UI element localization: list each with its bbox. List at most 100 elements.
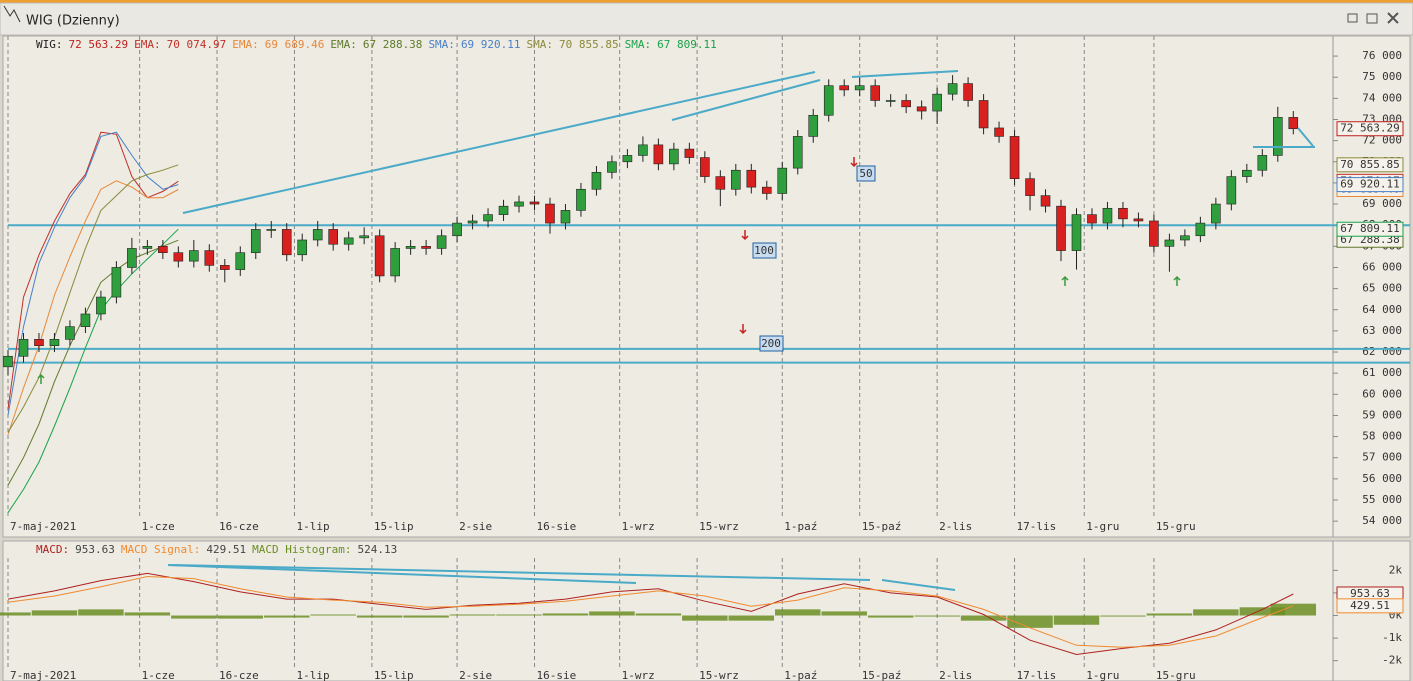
y-tick-label: 75 000: [1362, 70, 1402, 83]
y-tick-label: 61 000: [1362, 366, 1402, 379]
candle-body: [1180, 235, 1190, 241]
y-tick-label: 74 000: [1362, 91, 1402, 104]
x-tick-label: 15-gru: [1156, 520, 1196, 533]
moving-average-line: [7, 228, 179, 513]
candle-body: [1242, 169, 1252, 177]
histogram-bar: [403, 615, 449, 618]
candle-body: [700, 157, 710, 177]
candle-body: [18, 339, 29, 357]
x-tick-label: 17-lis: [1017, 669, 1057, 681]
histogram-bar: [1146, 613, 1193, 616]
legend-entry: 67 288.38: [363, 38, 423, 51]
candle-body: [65, 326, 75, 340]
trendline: [182, 71, 816, 214]
legend-entry: SMA:: [428, 38, 455, 51]
y-tick-label: -1k: [1382, 631, 1402, 644]
candle-body: [1257, 155, 1268, 171]
candle-body: [158, 246, 168, 253]
candle-body: [467, 220, 478, 224]
candle-body: [514, 201, 524, 207]
candle-body: [823, 85, 834, 116]
candle-body: [34, 339, 44, 346]
value-box: [1336, 157, 1404, 173]
y-tick-label: 60 000: [1362, 387, 1402, 400]
x-tick-label: 16-cze: [219, 669, 259, 681]
x-tick-label: 15-paź: [862, 520, 902, 533]
x-tick-label: 1-lip: [296, 669, 329, 681]
ma-period-label: 200: [761, 337, 781, 350]
candle-body: [1133, 218, 1144, 222]
candle-body: [421, 246, 431, 249]
histogram-bar: [542, 613, 589, 616]
candle-body: [359, 235, 369, 239]
legend-entry: 69 689.46: [265, 38, 325, 51]
candle-body: [622, 155, 633, 163]
y-tick-label: 58 000: [1362, 430, 1402, 443]
histogram-bar: [1007, 615, 1053, 628]
x-tick-label: 1-gru: [1086, 669, 1119, 681]
down-arrow: [850, 157, 858, 168]
minimize-button[interactable]: [1347, 13, 1358, 23]
down-arrow: [739, 324, 747, 335]
moving-average-line: [7, 131, 179, 416]
histogram-bar: [1270, 603, 1317, 616]
legend-entry: 70 855.85: [559, 38, 619, 51]
window-title: WIG (Dzienny): [26, 14, 120, 29]
up-arrow: [1173, 275, 1181, 286]
candle-body: [653, 144, 664, 165]
candle-body: [545, 203, 555, 224]
candle-body: [80, 313, 91, 327]
candle-body: [1102, 207, 1113, 224]
histogram-bar: [1100, 615, 1146, 617]
down-arrow: [741, 230, 749, 241]
candle-body: [777, 167, 788, 194]
candle-body: [111, 267, 122, 298]
candle-body: [731, 169, 741, 190]
trendline: [851, 70, 959, 78]
ma-period-label: 100: [754, 244, 774, 257]
trendline: [167, 564, 637, 584]
x-tick-label: 16-cze: [219, 520, 259, 533]
candle-body: [281, 229, 292, 256]
candle-body: [1056, 205, 1066, 251]
trendline: [671, 79, 821, 121]
candle-body: [839, 85, 850, 91]
candle-body: [529, 201, 540, 205]
value-box-label: 953.63: [1350, 587, 1390, 600]
y-tick-label: 2k: [1389, 563, 1403, 576]
moving-average-line: [7, 239, 179, 486]
legend-entry: SMA:: [625, 38, 652, 51]
close-button[interactable]: [1387, 12, 1399, 24]
chart-layer: 7-maj-2021 7-maj-2021 1-cze 1-cze 16-cze 16-c…: [0, 36, 1410, 681]
y-tick-label: 64 000: [1362, 303, 1402, 316]
legend-entry: 70 074.97: [167, 38, 227, 51]
candle-body: [312, 229, 323, 241]
legend-entry: SMA:: [527, 38, 554, 51]
candle-body: [374, 235, 385, 277]
x-tick-label: 15-wrz: [699, 669, 739, 681]
x-tick-label: 1-paź: [784, 520, 817, 533]
up-arrow: [1061, 275, 1069, 286]
candle-body: [715, 176, 726, 190]
y-tick-label: 56 000: [1362, 472, 1402, 485]
candle-body: [684, 148, 695, 158]
x-tick-label: 15-paź: [862, 669, 902, 681]
candle-body: [1226, 176, 1237, 205]
candle-body: [1071, 214, 1082, 251]
legend-entry: 429.51: [206, 543, 246, 556]
x-tick-label: 17-lis: [1017, 520, 1057, 533]
candle-body: [96, 296, 106, 315]
macd-line: [7, 572, 1294, 656]
title-bar: [0, 2, 1413, 36]
legend-entry: MACD:: [36, 543, 69, 556]
legend-entry: 953.63: [75, 543, 115, 556]
candle-body: [219, 265, 230, 270]
candle-body: [328, 229, 338, 245]
y-tick-label: 57 000: [1362, 451, 1402, 464]
restore-button[interactable]: [1366, 13, 1378, 24]
candle-body: [1288, 117, 1299, 130]
x-tick-label: 7-maj-2021: [10, 520, 76, 533]
y-tick-label: 62 000: [1362, 345, 1402, 358]
histogram-bar: [914, 615, 960, 617]
histogram-bar: [775, 609, 821, 616]
